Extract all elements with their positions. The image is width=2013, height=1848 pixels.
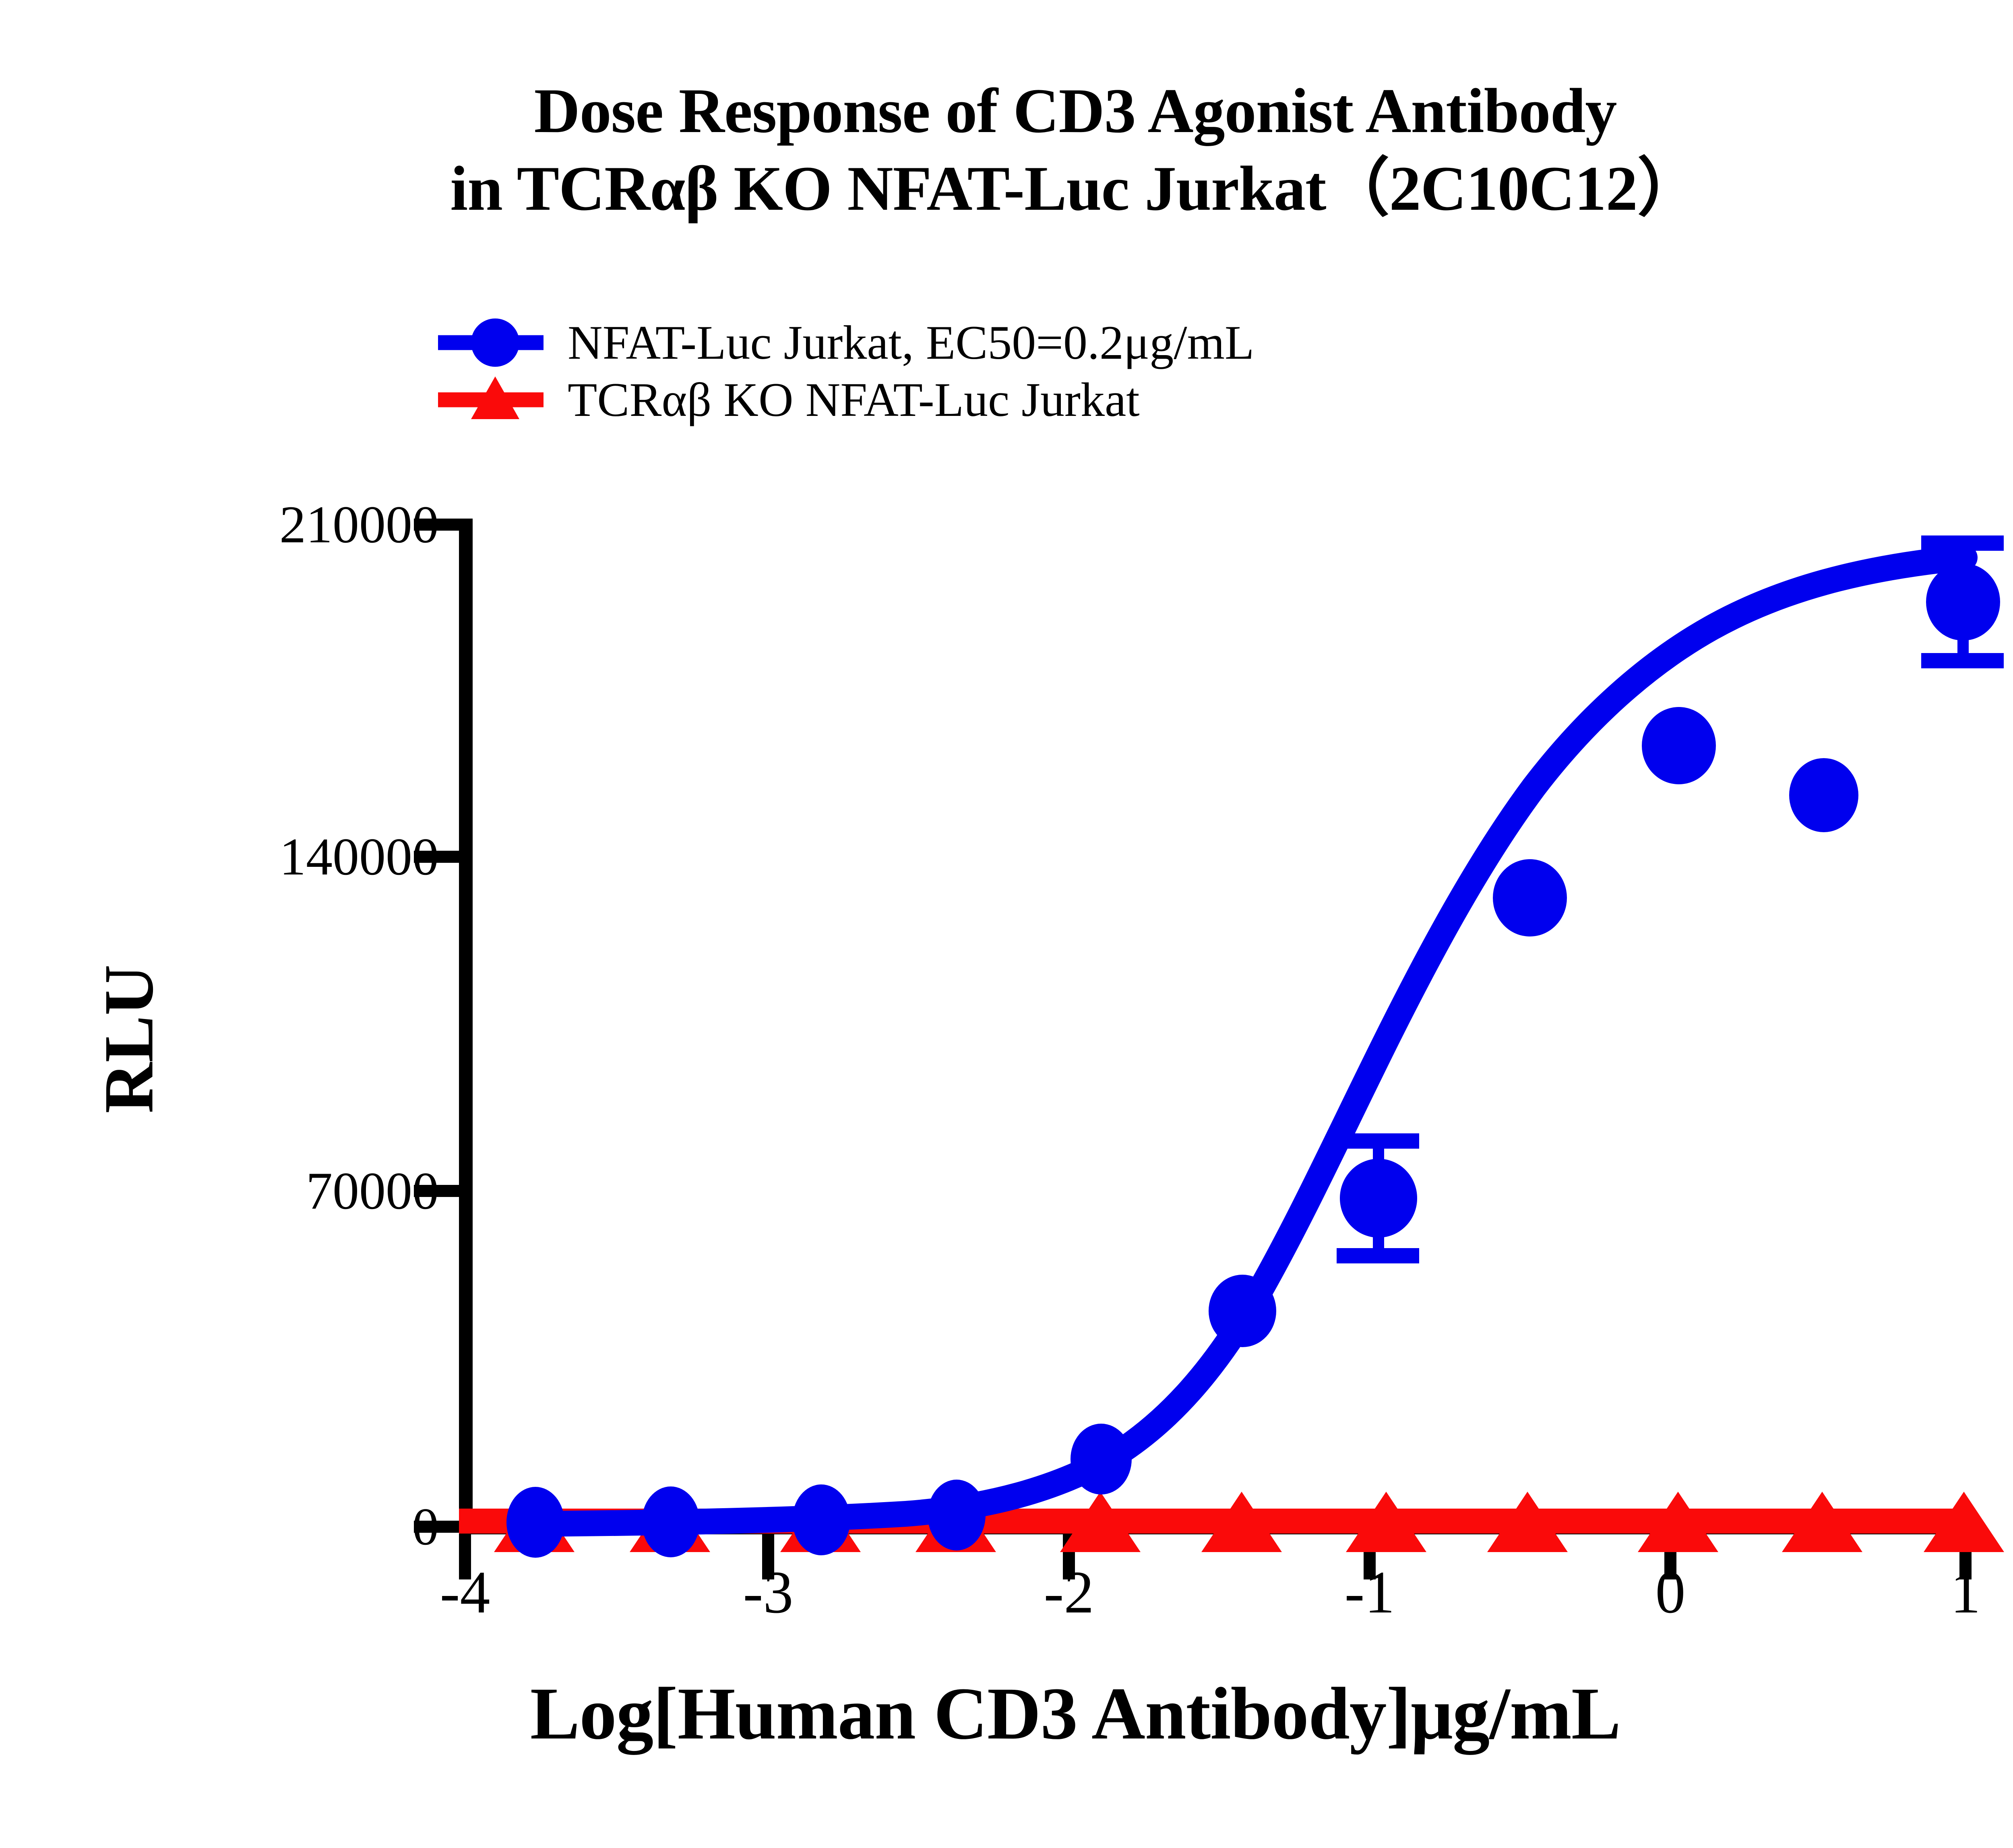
x-tick-label-0: 0: [1655, 1559, 1686, 1626]
legend-label-tcrab-ko: TCRαβ KO NFAT-Luc Jurkat: [568, 373, 1140, 426]
title-line-1: Dose Response of CD3 Agonist Antibody: [534, 76, 1617, 146]
red-baseline-line: [459, 1509, 1965, 1534]
title-line-2: in TCRαβ KO NFAT-Luc Jurkat（2C10C12）: [450, 153, 1701, 224]
legend-label-nfat-luc-jurkat: NFAT-Luc Jurkat, EC50=0.2μg/mL: [568, 316, 1255, 369]
x-axis-title: Log[Human CD3 Antibody]μg/mL: [530, 1672, 1621, 1755]
x-tick-label-1: 1: [1950, 1559, 1981, 1626]
y-tick-label-0: 0: [412, 1497, 439, 1556]
x-tick-label-minus1: -1: [1344, 1559, 1395, 1626]
legend-item-tcrab-ko[interactable]: TCRαβ KO NFAT-Luc Jurkat: [435, 371, 1884, 428]
series-nfat-luc-jurkat: [506, 535, 2004, 1558]
y-tick-label-140000: 140000: [279, 827, 439, 886]
blue-error-bars: [1337, 535, 2004, 1263]
red-triangle-markers: [494, 1492, 2004, 1552]
legend-item-nfat-luc-jurkat[interactable]: NFAT-Luc Jurkat, EC50=0.2μg/mL: [435, 314, 1884, 371]
circle-marker-icon: [471, 318, 519, 367]
axis-lines: [459, 519, 1965, 1534]
x-axis-spine: [459, 1521, 1965, 1534]
chart-legend: NFAT-Luc Jurkat, EC50=0.2μg/mL TCRαβ KO …: [435, 314, 1884, 428]
blue-fit-curve: [523, 545, 1978, 1537]
x-tick-label-minus4: -4: [440, 1559, 490, 1626]
y-tick-label-70000: 70000: [306, 1161, 439, 1220]
x-axis-tick-labels: -4 -3 -2 -1 0 1: [0, 1562, 2013, 1651]
x-tick-label-minus2: -2: [1044, 1559, 1094, 1626]
y-tick-label-210000: 210000: [279, 495, 439, 554]
y-axis-spine: [459, 519, 473, 1528]
series-tcrab-ko-baseline: [459, 1492, 2004, 1552]
x-tick-label-minus3: -3: [743, 1559, 794, 1626]
legend-key-circle: [435, 318, 556, 367]
y-axis-tick-labels: 210000 140000 70000 0: [36, 0, 439, 1848]
legend-key-triangle: [435, 376, 556, 424]
triangle-marker-icon: [471, 376, 519, 419]
page-title: Dose Response of CD3 Agonist Antibody in…: [0, 72, 2013, 228]
y-axis-title: RLU: [89, 964, 168, 1114]
blue-circle-markers: [506, 563, 2000, 1558]
